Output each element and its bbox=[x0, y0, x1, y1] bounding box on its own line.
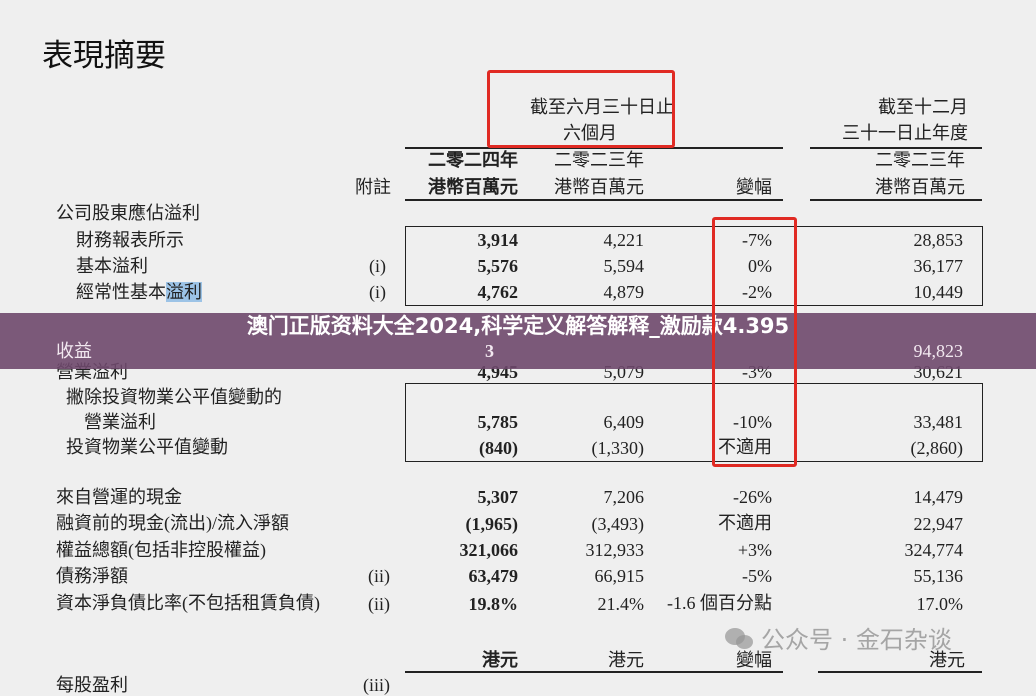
col-2023-unit: 港幣百萬元 bbox=[554, 177, 644, 197]
row-label: 融資前的現金(流出)/流入淨額 bbox=[56, 513, 289, 533]
row-label: 投資物業公平值變動 bbox=[66, 437, 228, 457]
row-note: (i) bbox=[369, 282, 386, 302]
value-fy2023: 14,479 bbox=[913, 487, 964, 507]
value-2024: 19.8% bbox=[468, 594, 519, 614]
footer-col-change: 變幅 bbox=[736, 650, 772, 670]
value-change: 0% bbox=[748, 256, 772, 276]
period-six-months-line2: 六個月 bbox=[563, 123, 617, 143]
overlay-banner: 澳门正版资料大全2024,科学定义解答解释_激励款4.395 bbox=[0, 313, 1036, 369]
value-fy2023: 17.0% bbox=[916, 594, 964, 614]
col-2024-unit: 港幣百萬元 bbox=[428, 177, 518, 197]
header-rule bbox=[810, 199, 982, 201]
row-label: 資本淨負債比率(不包括租賃負債) bbox=[56, 593, 320, 613]
row-label: 財務報表所示 bbox=[76, 230, 184, 250]
header-rule bbox=[405, 199, 783, 201]
row-note: (ii) bbox=[368, 594, 390, 614]
value-fy2023: 55,136 bbox=[913, 566, 964, 586]
value-2023: 6,409 bbox=[603, 412, 645, 432]
value-change: -7% bbox=[742, 230, 772, 250]
page-title: 表現摘要 bbox=[42, 38, 166, 73]
value-2024: (840) bbox=[479, 438, 518, 458]
col-fy2023-unit: 港幣百萬元 bbox=[875, 177, 965, 197]
footer-col-fy2023: 港元 bbox=[929, 650, 965, 670]
col-fy2023-year: 二零二三年 bbox=[875, 150, 965, 170]
footer-col-2023: 港元 bbox=[608, 650, 644, 670]
col-2023-year: 二零二三年 bbox=[554, 150, 644, 170]
value-2023: 4,879 bbox=[603, 282, 645, 302]
value-fy2023: 36,177 bbox=[913, 256, 964, 276]
row-label-text: 經常性基本 bbox=[76, 282, 166, 302]
value-change: 不適用 bbox=[718, 437, 772, 457]
watermark-text: 公众号 · 金石杂谈 bbox=[761, 626, 952, 654]
period-six-months-line1: 截至六月三十日止 bbox=[530, 97, 674, 117]
value-fy2023: 22,947 bbox=[913, 514, 964, 534]
row-note: (ii) bbox=[368, 566, 390, 586]
row-note: (i) bbox=[369, 256, 386, 276]
selected-text-highlight: 溢利 bbox=[166, 282, 202, 302]
row-label: 來自營運的現金 bbox=[56, 487, 182, 507]
value-change: 不適用 bbox=[718, 513, 772, 533]
row-label: 收益 bbox=[56, 341, 92, 361]
value-2024: 5,576 bbox=[477, 256, 519, 276]
value-2023: 312,933 bbox=[585, 540, 645, 560]
footer-rule bbox=[405, 671, 783, 673]
value-2024: 5,307 bbox=[477, 487, 519, 507]
value-2023: 66,915 bbox=[594, 566, 645, 586]
value-2024: 63,479 bbox=[468, 566, 519, 586]
value-fy2023: 10,449 bbox=[913, 282, 964, 302]
period-year-line2: 三十一日止年度 bbox=[842, 123, 968, 143]
table-box bbox=[405, 226, 983, 306]
note-header: 附註 bbox=[355, 177, 391, 197]
value-2023: (1,330) bbox=[591, 438, 645, 458]
red-annotation-box bbox=[712, 217, 797, 467]
header-rule bbox=[810, 147, 982, 149]
col-change: 變幅 bbox=[736, 177, 772, 197]
row-label: 權益總額(包括非控股權益) bbox=[56, 540, 266, 560]
value-2023: (3,493) bbox=[591, 514, 645, 534]
value-fy2023: 324,774 bbox=[904, 540, 964, 560]
value-2023: 21.4% bbox=[597, 594, 645, 614]
value-2023: 5,594 bbox=[603, 256, 645, 276]
partial-row-note: (iii) bbox=[363, 675, 390, 695]
col-2024-year: 二零二四年 bbox=[428, 150, 518, 170]
value-fy2023: (2,860) bbox=[910, 438, 964, 458]
period-year-line1: 截至十二月 bbox=[878, 97, 968, 117]
value-2024: (1,965) bbox=[465, 514, 519, 534]
footer-col-2024: 港元 bbox=[482, 650, 518, 670]
partial-row-label: 每股盈利 bbox=[56, 675, 128, 695]
watermark: 公众号 · 金石杂谈 bbox=[725, 620, 952, 655]
value-2024: 4,762 bbox=[477, 282, 519, 302]
value-change: -1.6 個百分點 bbox=[667, 593, 772, 613]
value-2024: 3,914 bbox=[477, 230, 519, 250]
value-fy2023: 28,853 bbox=[913, 230, 964, 250]
row-label: 撇除投資物業公平值變動的 bbox=[66, 387, 282, 407]
row-label: 基本溢利 bbox=[76, 256, 148, 276]
table-box bbox=[405, 383, 983, 462]
red-annotation-box bbox=[487, 70, 675, 148]
row-label-line2: 營業溢利 bbox=[84, 412, 156, 432]
footer-rule bbox=[818, 671, 982, 673]
banner-text: 澳门正版资料大全2024,科学定义解答解释_激励款4.395 bbox=[246, 314, 790, 338]
value-fy2023: 33,481 bbox=[913, 412, 964, 432]
value-fy2023: 94,823 bbox=[913, 341, 964, 361]
section-label: 公司股東應佔溢利 bbox=[56, 203, 200, 223]
value-2024: 5,785 bbox=[477, 412, 519, 432]
value-change: -26% bbox=[733, 487, 772, 507]
value-2023: 7,206 bbox=[603, 487, 645, 507]
value-change: -5% bbox=[742, 566, 772, 586]
row-label: 債務淨額 bbox=[56, 566, 128, 586]
value-2024: 321,066 bbox=[459, 540, 519, 560]
value-change: +3% bbox=[737, 540, 772, 560]
row-label: 經常性基本溢利 bbox=[76, 281, 202, 303]
value-2023: 4,221 bbox=[603, 230, 645, 250]
value-change: -10% bbox=[733, 412, 772, 432]
value-change: -2% bbox=[742, 282, 772, 302]
wechat-icon bbox=[725, 626, 755, 650]
value-2024: 3 bbox=[485, 341, 494, 361]
